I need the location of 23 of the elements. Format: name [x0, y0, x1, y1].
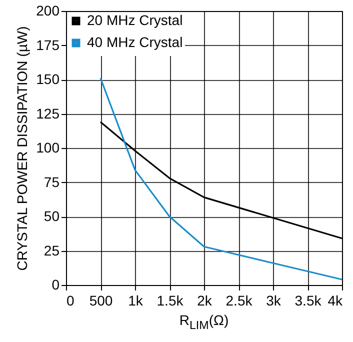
- y-tick-label: 100: [36, 140, 60, 156]
- x-tick-label: 500: [89, 292, 113, 308]
- y-tick-label: 150: [36, 71, 60, 87]
- x-tick-label: 2.5k: [226, 292, 254, 308]
- x-tick-label: 0: [66, 292, 74, 308]
- line-series: [100, 77, 343, 280]
- y-tick-label: 50: [44, 208, 60, 224]
- y-tick-label: 200: [36, 2, 60, 18]
- x-tick-label: 1k: [128, 292, 144, 308]
- x-tick-label: 2k: [197, 292, 213, 308]
- y-axis-title: CRYSTAL POWER DISSIPATION (µW): [14, 26, 30, 271]
- x-axis-title: R$_{LIM}$(Ω): [178, 312, 230, 332]
- x-tick-label: 3.5k: [294, 292, 322, 308]
- y-tick-label: 125: [36, 105, 60, 122]
- y-tick-label: 25: [44, 242, 60, 258]
- y-tick-label: 0: [52, 276, 60, 292]
- y-tick-label: 75: [44, 174, 60, 190]
- legend-label: 40 MHz Crystal: [87, 34, 183, 50]
- legend-label: 20 MHz Crystal: [87, 12, 183, 28]
- x-tick-label: 1.5k: [156, 292, 184, 308]
- x-tick-label: 3k: [266, 292, 282, 308]
- x-tick-label: 4k: [328, 292, 344, 308]
- y-tick-label: 175: [36, 36, 60, 53]
